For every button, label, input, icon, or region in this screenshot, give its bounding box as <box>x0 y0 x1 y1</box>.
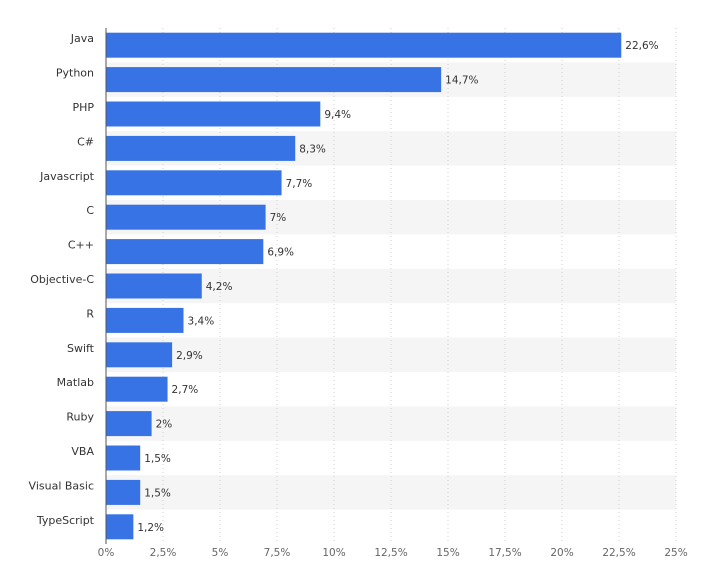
value-label: 2% <box>156 419 173 431</box>
value-label: 7,7% <box>286 178 313 190</box>
bar <box>106 479 141 505</box>
category-label: TypeScript <box>36 514 95 527</box>
category-label: Visual Basic <box>29 479 94 492</box>
x-tick-label: 0% <box>98 547 115 559</box>
row-stripe <box>106 406 676 441</box>
category-label: Python <box>56 67 94 80</box>
bar <box>106 376 168 402</box>
bar <box>106 67 442 93</box>
category-label: VBA <box>71 445 94 458</box>
bar <box>106 273 202 299</box>
category-label: Swift <box>67 342 95 355</box>
category-label: Matlab <box>57 376 94 389</box>
x-tick-label: 17,5% <box>488 547 521 559</box>
category-label: Java <box>70 32 94 45</box>
x-tick-labels: 0% 2,5% 5% 7,5% 10% 12,5% 15% 17,5% 20% 22,5% 25% <box>98 547 688 559</box>
category-labels: Java Python PHP C# Javascript C C++ Objective-C… <box>29 32 95 527</box>
value-label: 8,3% <box>299 143 326 155</box>
bar <box>106 445 141 471</box>
bar <box>106 239 264 265</box>
bar <box>106 307 184 333</box>
x-tick-label: 12,5% <box>374 547 407 559</box>
bar <box>106 411 152 437</box>
value-label: 9,4% <box>324 109 351 121</box>
bar <box>106 170 282 196</box>
category-label: C <box>86 204 94 217</box>
bar <box>106 135 296 161</box>
x-tick-label: 22,5% <box>602 547 635 559</box>
bar <box>106 342 173 368</box>
value-label: 4,2% <box>206 281 233 293</box>
value-label: 7% <box>270 212 287 224</box>
value-labels: 22,6% 14,7% 9,4% 8,3% 7,7% 7% 6,9% 4,2% 3,4% 2,9%… <box>137 40 658 534</box>
x-tick-label: 7,5% <box>264 547 291 559</box>
category-label: C++ <box>68 239 94 252</box>
bar <box>106 514 134 540</box>
category-label: Javascript <box>39 170 95 183</box>
value-label: 2,7% <box>172 384 199 396</box>
x-tick-label: 15% <box>436 547 459 559</box>
value-label: 1,2% <box>137 522 164 534</box>
value-label: 1,5% <box>144 453 171 465</box>
x-tick-label: 25% <box>664 547 687 559</box>
row-stripe <box>106 337 676 372</box>
value-label: 3,4% <box>188 315 215 327</box>
x-tick-label: 2,5% <box>150 547 177 559</box>
x-tick-label: 5% <box>212 547 229 559</box>
value-label: 1,5% <box>144 487 171 499</box>
value-label: 2,9% <box>176 350 203 362</box>
value-label: 22,6% <box>625 40 658 52</box>
bar <box>106 204 266 230</box>
value-label: 14,7% <box>445 75 478 87</box>
category-label: C# <box>77 135 94 148</box>
row-stripes <box>106 62 676 510</box>
category-label: Objective-C <box>30 273 94 286</box>
bar <box>106 101 321 127</box>
category-label: R <box>86 307 94 320</box>
bar <box>106 32 622 58</box>
x-tick-label: 20% <box>550 547 573 559</box>
value-label: 6,9% <box>267 247 294 259</box>
x-tick-label: 10% <box>322 547 345 559</box>
category-label: Ruby <box>66 411 94 424</box>
category-label: PHP <box>72 101 94 114</box>
bars <box>106 32 622 540</box>
